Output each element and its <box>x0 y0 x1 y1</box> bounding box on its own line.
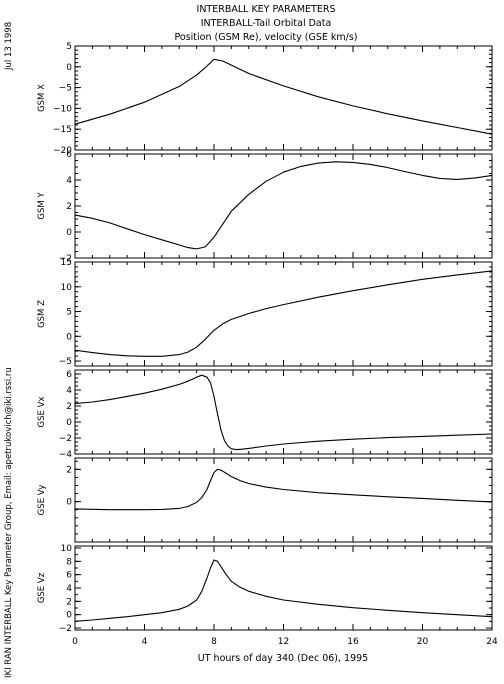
y-tick-label: 4 <box>66 176 72 186</box>
x-tick-label: 20 <box>417 637 429 647</box>
y-tick-label: 4 <box>66 584 72 594</box>
y-tick-label: 6 <box>66 571 72 581</box>
credit-line: IKI RAN INTERBALL Key Parameter Group, E… <box>4 367 14 678</box>
panel-gsm-y: 6 4 2 0 −2 GSM Y <box>37 150 493 264</box>
y-tick-label: −2 <box>59 434 72 444</box>
y-tick-label: 0 <box>66 498 72 508</box>
panel-frame <box>74 457 493 543</box>
series-line-gsm-y <box>74 161 493 250</box>
y-axis-label: GSE Vy <box>37 485 47 516</box>
y-tick-label: 0 <box>66 228 72 238</box>
panel-frame <box>74 153 493 259</box>
y-tick-label: 5 <box>66 42 72 52</box>
y-axis-label: GSM Z <box>37 300 47 328</box>
series-line-gse-vx <box>74 374 493 451</box>
y-tick-label: 0 <box>66 63 72 73</box>
chart-title-line-3: Position (GSM Re), velocity (GSE km/s) <box>175 32 358 43</box>
y-tick-label: 6 <box>66 370 72 380</box>
x-tick-label: 12 <box>278 637 289 647</box>
y-tick-label: 2 <box>66 202 72 212</box>
x-tick-label: 0 <box>72 637 78 647</box>
y-axis-label: GSE Vx <box>37 397 47 428</box>
panel-gse-vy: 2 0 GSE Vy <box>37 457 493 543</box>
y-tick-label: −2 <box>59 254 72 264</box>
y-tick-label: −5 <box>59 357 72 367</box>
date-stamp: Jul 13 1998 <box>4 22 14 71</box>
series-line-gse-vy <box>74 468 493 511</box>
y-tick-label: 6 <box>66 150 72 160</box>
panel-frame <box>74 369 493 455</box>
x-axis-label: UT hours of day 340 (Dec 06), 1995 <box>198 653 368 664</box>
y-tick-label: 8 <box>66 557 72 567</box>
series-line-gse-vz <box>74 559 493 622</box>
y-tick-label: 10 <box>61 283 73 293</box>
panel-gsm-z: 15 10 5 0 −5 GSM Z <box>37 258 493 367</box>
y-tick-label: 2 <box>66 597 72 607</box>
x-tick-label: 8 <box>211 637 217 647</box>
panel-gse-vx: 6 4 2 0 −2 −4 GSE Vx <box>37 369 493 460</box>
y-tick-label: 10 <box>61 544 73 554</box>
y-tick-label: 15 <box>61 258 72 268</box>
panel-frame <box>74 45 493 151</box>
panel-frame <box>74 261 493 367</box>
y-axis-label: GSM Y <box>37 192 47 220</box>
y-tick-label: 0 <box>66 332 72 342</box>
y-tick-label: −10 <box>53 104 72 114</box>
chart-title-line-1: INTERBALL KEY PARAMETERS <box>197 4 336 15</box>
y-tick-label: 0 <box>66 418 72 428</box>
series-line-gsm-x <box>74 58 493 135</box>
y-tick-label: 2 <box>66 465 72 475</box>
y-axis-label: GSM X <box>37 84 47 112</box>
y-tick-label: 4 <box>66 386 72 396</box>
y-tick-label: −4 <box>59 450 73 460</box>
chart-title-line-2: INTERBALL-Tail Orbital Data <box>201 18 332 29</box>
y-tick-label: −5 <box>59 84 72 94</box>
y-tick-label: 5 <box>66 308 72 318</box>
series-line-gsm-z <box>74 270 493 357</box>
y-tick-label: −15 <box>53 125 72 135</box>
x-tick-label: 24 <box>486 637 498 647</box>
x-tick-label: 16 <box>347 637 359 647</box>
y-tick-label: 2 <box>66 402 72 412</box>
y-tick-label: −20 <box>53 146 72 156</box>
panel-gsm-x: 5 0 −5 −10 −15 −20 GSM X <box>37 42 493 156</box>
y-tick-label: 0 <box>66 611 72 621</box>
y-axis-label: GSE Vz <box>37 572 47 603</box>
chart-header: INTERBALL KEY PARAMETERS INTERBALL-Tail … <box>175 4 358 43</box>
y-tick-label: −2 <box>59 624 72 634</box>
x-tick-label: 4 <box>142 637 148 647</box>
panel-frame <box>74 545 493 631</box>
